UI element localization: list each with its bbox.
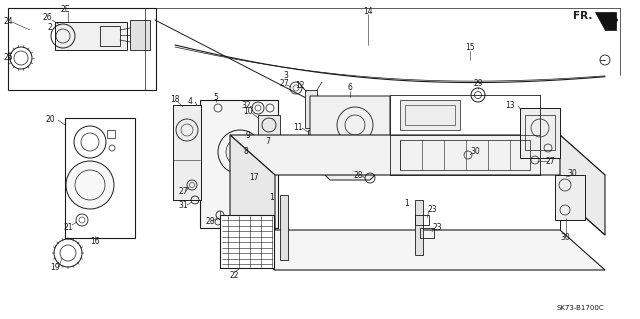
Text: 11: 11 xyxy=(293,122,303,131)
Polygon shape xyxy=(602,12,618,28)
Bar xyxy=(400,140,530,170)
Text: 25: 25 xyxy=(4,53,13,62)
Text: 8: 8 xyxy=(244,147,248,157)
Bar xyxy=(520,108,560,158)
Bar xyxy=(8,8,156,90)
Text: 19: 19 xyxy=(50,263,60,271)
Polygon shape xyxy=(595,12,616,30)
Polygon shape xyxy=(560,135,605,235)
Text: 20: 20 xyxy=(45,115,55,124)
Text: 28: 28 xyxy=(353,170,363,180)
Bar xyxy=(258,115,280,135)
Text: 17: 17 xyxy=(249,174,259,182)
Text: 2: 2 xyxy=(47,23,52,32)
Text: 31: 31 xyxy=(178,201,188,210)
Text: 28: 28 xyxy=(205,218,215,226)
Polygon shape xyxy=(220,215,274,268)
Text: 16: 16 xyxy=(90,238,100,247)
Text: SK73-B1700C: SK73-B1700C xyxy=(556,305,604,311)
Text: 29: 29 xyxy=(473,79,483,88)
Bar xyxy=(420,228,434,238)
Text: 23: 23 xyxy=(427,205,437,214)
Text: 30: 30 xyxy=(470,147,480,157)
Bar xyxy=(305,90,317,128)
Polygon shape xyxy=(230,230,605,270)
Polygon shape xyxy=(230,135,275,270)
Text: 4: 4 xyxy=(187,98,192,107)
Text: 26: 26 xyxy=(42,13,52,23)
Text: 22: 22 xyxy=(229,271,239,279)
Bar xyxy=(400,100,460,130)
Text: 27: 27 xyxy=(279,79,289,88)
Text: 5: 5 xyxy=(214,93,218,101)
Bar xyxy=(405,105,455,125)
Text: 9: 9 xyxy=(246,130,250,139)
Circle shape xyxy=(66,161,114,209)
Text: 10: 10 xyxy=(243,108,253,116)
Text: 18: 18 xyxy=(170,95,180,105)
Bar xyxy=(130,20,150,50)
Bar xyxy=(107,130,115,138)
Text: 21: 21 xyxy=(63,222,73,232)
Text: 6: 6 xyxy=(348,84,353,93)
Bar xyxy=(415,200,423,255)
Polygon shape xyxy=(310,96,390,180)
Bar xyxy=(255,155,280,171)
Text: 27: 27 xyxy=(545,157,555,166)
Text: 24: 24 xyxy=(3,18,13,26)
Text: 30: 30 xyxy=(560,234,570,242)
Polygon shape xyxy=(230,135,605,175)
Bar xyxy=(173,105,201,200)
Text: 1: 1 xyxy=(404,198,410,207)
Bar xyxy=(65,118,135,238)
Bar xyxy=(100,26,120,46)
Bar xyxy=(415,215,429,225)
Text: 12: 12 xyxy=(295,81,305,91)
Bar xyxy=(525,115,555,150)
Bar xyxy=(308,130,318,150)
Text: 3: 3 xyxy=(284,71,289,80)
Text: 23: 23 xyxy=(432,222,442,232)
Text: 27: 27 xyxy=(178,188,188,197)
Text: 14: 14 xyxy=(363,6,373,16)
Text: 1: 1 xyxy=(269,194,275,203)
Text: FR.: FR. xyxy=(573,11,592,21)
Text: 7: 7 xyxy=(266,137,271,145)
Text: 30: 30 xyxy=(567,168,577,177)
Bar xyxy=(55,22,127,50)
Bar xyxy=(200,100,278,228)
Bar xyxy=(280,195,288,260)
Text: 13: 13 xyxy=(506,100,515,109)
Bar xyxy=(270,145,300,167)
Bar xyxy=(555,175,585,220)
Text: 2E: 2E xyxy=(60,5,70,14)
Bar xyxy=(258,138,276,152)
Text: 32: 32 xyxy=(241,100,251,109)
Text: 15: 15 xyxy=(465,43,475,53)
